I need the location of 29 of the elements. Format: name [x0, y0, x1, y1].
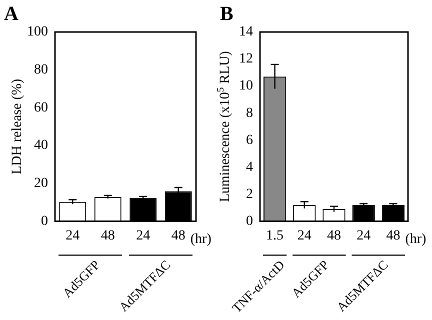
chart-title: A [4, 3, 19, 25]
y-axis-title: Luminescence (x105 RLU) [215, 50, 233, 202]
y-tick-label: 20 [34, 176, 48, 192]
chart-title: B [220, 3, 234, 25]
x-tick-label: 24 [136, 228, 150, 244]
y-tick-label: 60 [34, 100, 48, 116]
y-tick-label: 6 [246, 132, 253, 148]
x-tick-label: 24 [66, 228, 80, 244]
x-tick-label: 48 [327, 228, 341, 244]
x-tick-label: 48 [386, 228, 400, 244]
x-tick-label: 48 [171, 228, 186, 244]
y-tick-label: 2 [246, 186, 253, 202]
text: (hr) [405, 232, 427, 248]
y-tick-label: 0 [246, 214, 253, 229]
y-tick-label: 4 [246, 160, 253, 175]
y-tick-label: 10 [239, 78, 253, 94]
y-tick-label: 0 [41, 214, 48, 229]
x-tick-label: 24 [356, 228, 371, 244]
y-axis-title: LDH release (%) [10, 78, 25, 174]
y-tick-label: 8 [246, 106, 253, 121]
y-tick-label: 40 [34, 138, 48, 154]
text: (hr) [190, 232, 212, 248]
y-tick-label: 14 [239, 24, 253, 40]
y-tick-label: 12 [239, 52, 253, 67]
x-tick-label: 1.5 [266, 228, 284, 244]
y-tick-label: 100 [27, 24, 48, 40]
x-tick-label: 24 [297, 228, 312, 244]
x-tick-label: 48 [100, 228, 115, 244]
y-tick-label: 80 [34, 62, 48, 78]
